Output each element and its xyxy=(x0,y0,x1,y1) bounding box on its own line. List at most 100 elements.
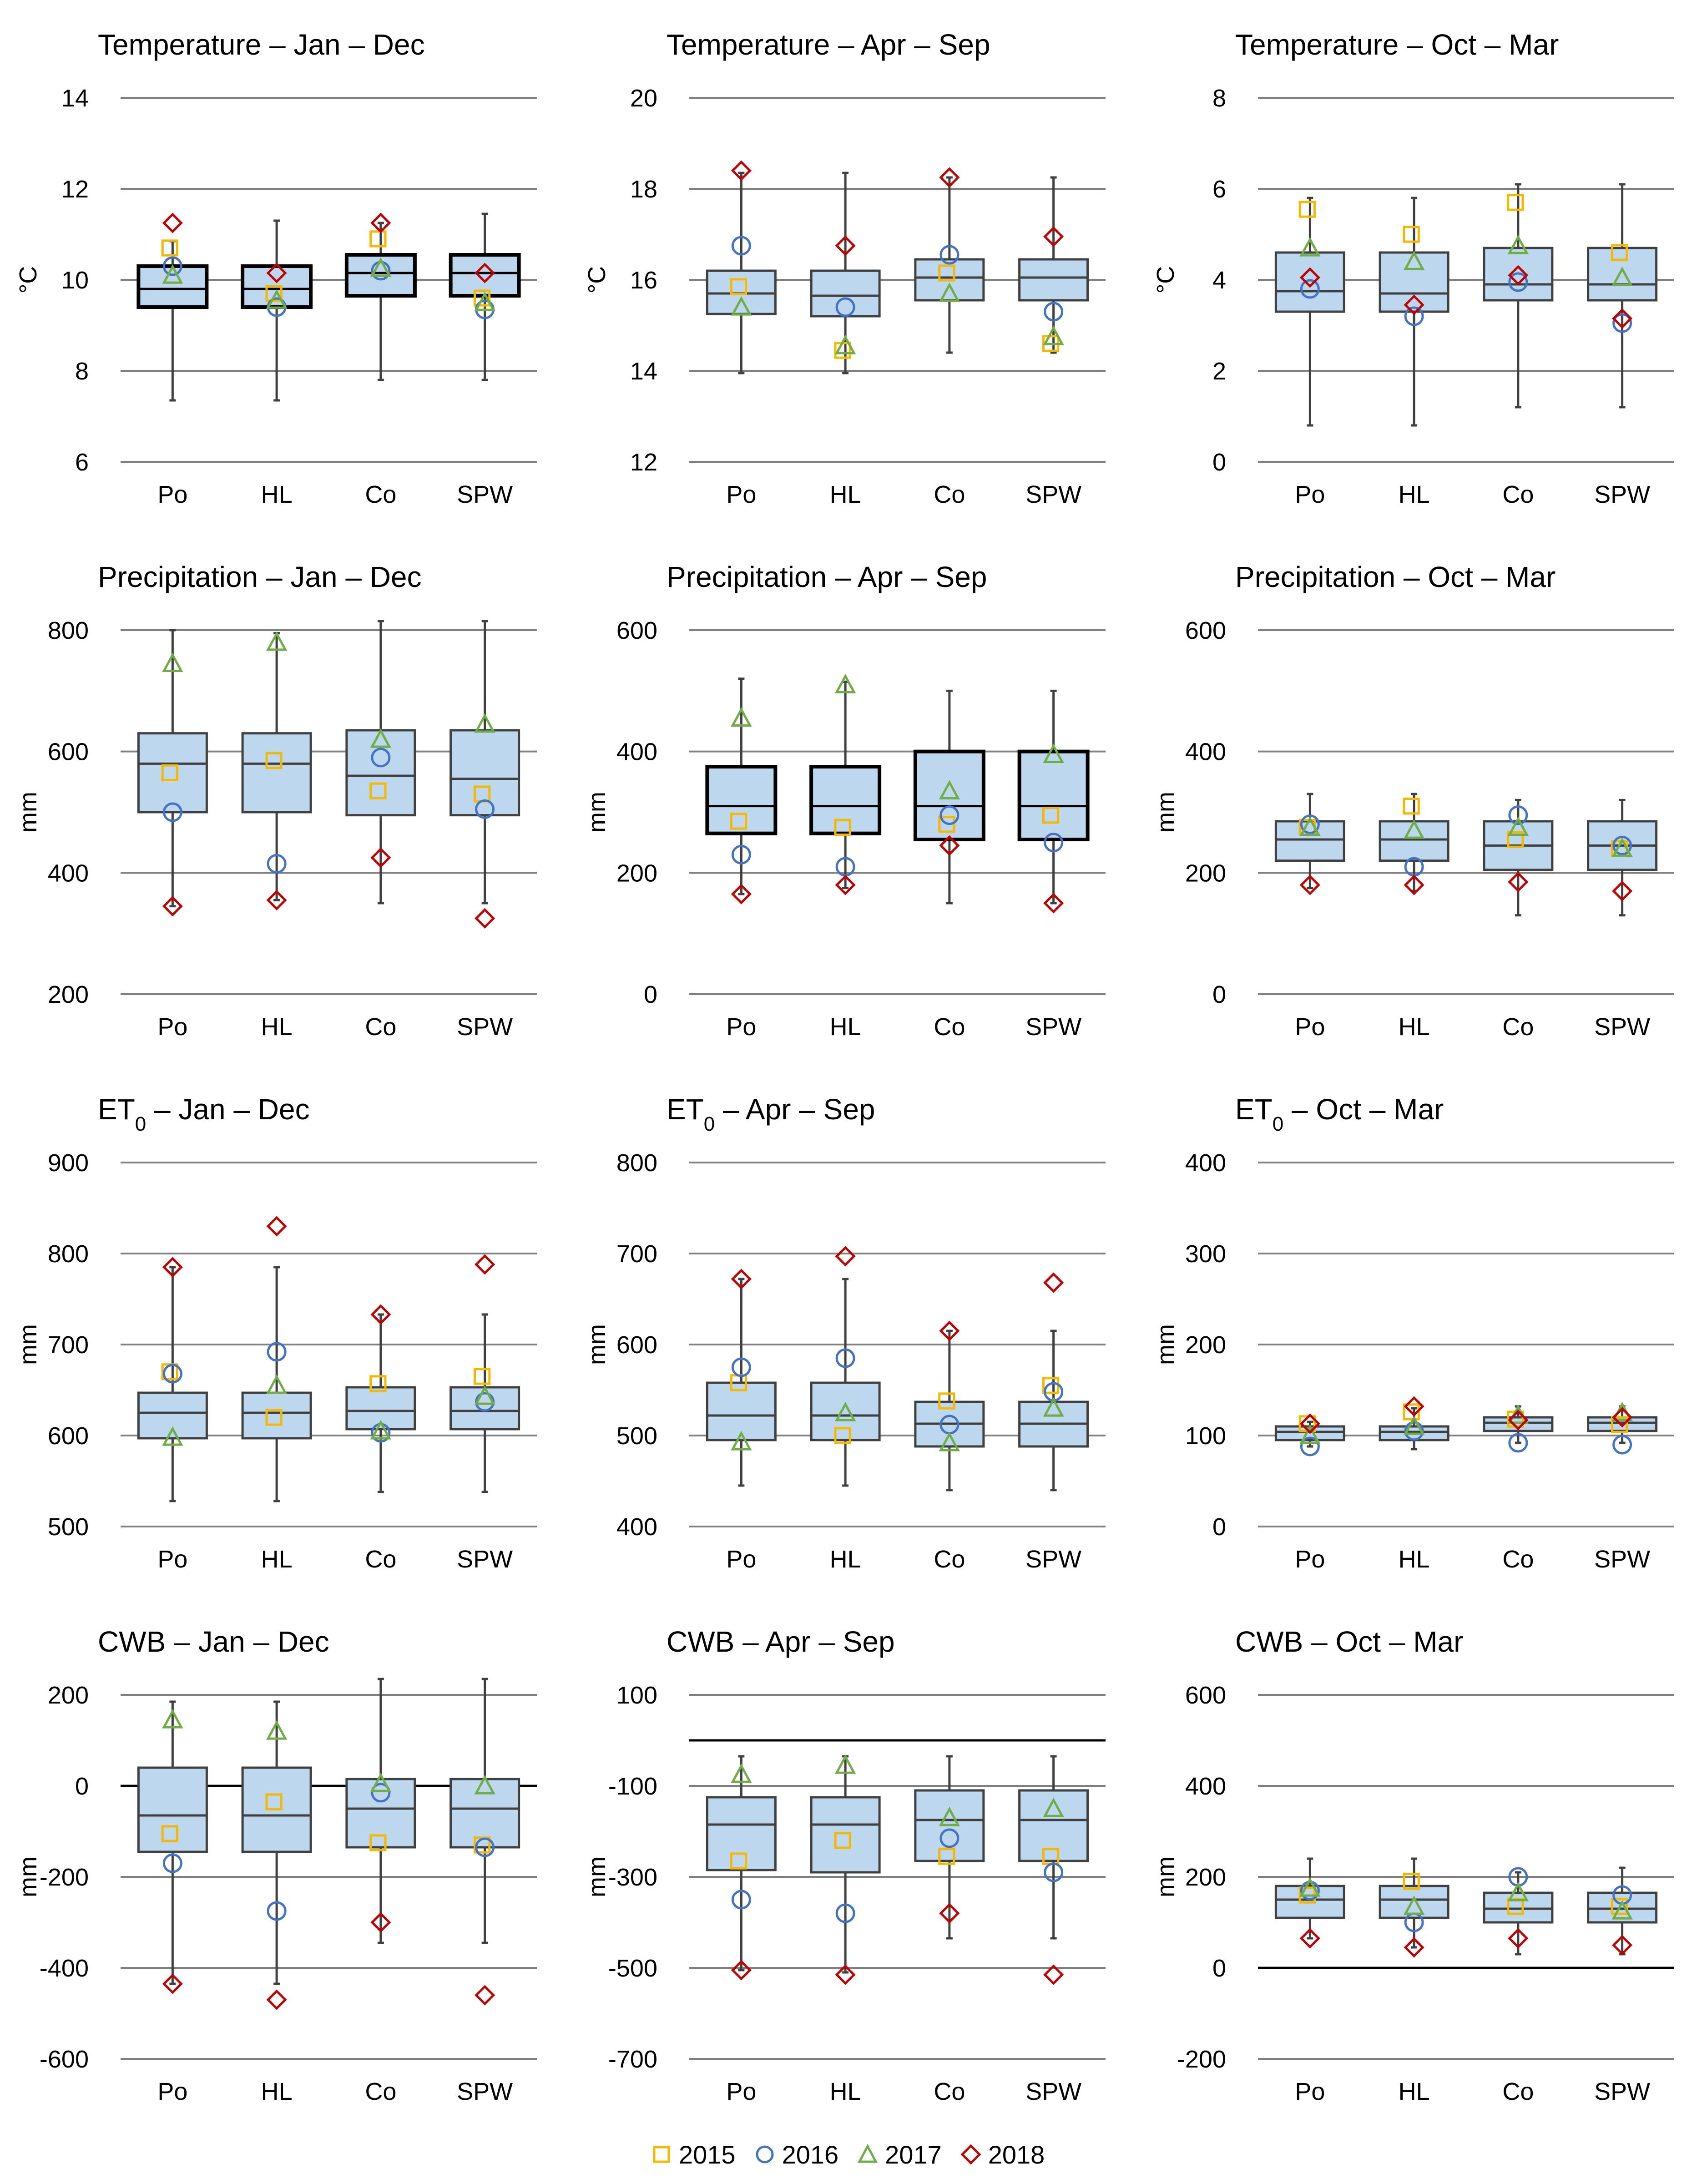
title-subscript: 0 xyxy=(704,1113,715,1135)
marker-2017 xyxy=(1611,266,1633,286)
marker-2018 xyxy=(1299,1928,1320,1949)
marker-2016 xyxy=(371,1783,391,1803)
chart-title: Precipitation – Apr – Sep xyxy=(667,561,987,593)
box xyxy=(137,1766,208,1853)
marker-2016 xyxy=(1612,1435,1632,1455)
y-tick-label: 600 xyxy=(48,1422,89,1450)
marker-2017 xyxy=(834,334,856,354)
box xyxy=(449,1778,520,1849)
marker-2015 xyxy=(730,1852,747,1870)
marker-2015 xyxy=(1611,244,1628,261)
box xyxy=(1379,820,1449,862)
marker-2016 xyxy=(475,799,495,819)
marker-2015 xyxy=(1611,1898,1628,1915)
x-category-label: Co xyxy=(1502,481,1534,508)
panel-cwb-oct-mar: CWB – Oct – Mar -200 0 200 400 600 mm Po HL Co SPW xyxy=(1137,1597,1706,2129)
legend-item-2015: 2015 xyxy=(651,2140,736,2169)
legend-label: 2017 xyxy=(885,2140,942,2169)
marker-2018 xyxy=(731,1269,752,1289)
box xyxy=(809,765,882,835)
y-tick-label: 0 xyxy=(644,981,657,1008)
marker-2018 xyxy=(162,212,183,233)
marker-2015 xyxy=(265,1793,283,1810)
x-category-label: Po xyxy=(157,1546,187,1573)
y-tick-label: 800 xyxy=(48,617,89,644)
marker-2015 xyxy=(473,1836,491,1854)
y-tick-label: 0 xyxy=(75,1773,89,1800)
y-tick-label: -600 xyxy=(40,2046,89,2073)
y-tick-label: 20 xyxy=(630,85,657,112)
marker-2017 xyxy=(162,264,183,284)
box xyxy=(705,765,778,835)
marker-2017 xyxy=(939,1431,960,1451)
marker-2017 xyxy=(1043,743,1064,763)
y-tick-label: 400 xyxy=(616,1513,657,1541)
box xyxy=(1274,251,1345,313)
y-axis-label: °C xyxy=(1152,266,1179,294)
y-axis-label: °C xyxy=(583,266,611,294)
marker-2015 xyxy=(265,285,283,302)
marker-2016 xyxy=(731,844,751,864)
x-category-label: Po xyxy=(1295,1546,1325,1573)
title-rest: – Jan – Dec xyxy=(146,1093,309,1126)
panel-precipitation-jan-dec: Precipitation – Jan – Dec 200 400 600 800 mm P… xyxy=(0,532,569,1065)
chart-svg: Temperature – Oct – Mar 0 2 4 6 8 °C Po HL Co SPW xyxy=(1152,28,1674,508)
title-main: ET xyxy=(98,1093,135,1126)
marker-2015 xyxy=(161,764,179,781)
marker-2015 xyxy=(1507,194,1524,211)
chart-title: ET0 – Apr – Sep xyxy=(667,1093,875,1135)
marker-2017 xyxy=(731,1763,752,1783)
box xyxy=(810,1381,881,1441)
marker-2016 xyxy=(835,1903,855,1923)
marker-2015 xyxy=(1042,807,1060,824)
y-tick-label: 18 xyxy=(630,176,657,203)
y-tick-label: -200 xyxy=(1177,2046,1226,2073)
marker-2015 xyxy=(1403,226,1420,243)
marker-2016 xyxy=(731,236,751,256)
x-category-label: Co xyxy=(934,1013,965,1041)
box xyxy=(137,732,208,814)
marker-2016 xyxy=(1404,1421,1424,1441)
y-tick-label: 600 xyxy=(616,617,657,644)
y-tick-label: -400 xyxy=(40,1955,89,1982)
marker-2018 xyxy=(939,835,960,856)
box xyxy=(1379,251,1449,313)
marker-2018 xyxy=(1043,1272,1064,1293)
y-tick-label: 700 xyxy=(616,1240,657,1268)
box xyxy=(345,1778,416,1849)
x-category-label: SPW xyxy=(1025,1546,1081,1573)
marker-2018 xyxy=(835,235,856,256)
panel-et0-apr-sep: ET0 – Apr – Sep 400 500 600 700 800 mm Po HL Co SP… xyxy=(569,1065,1137,1597)
y-tick-label: 12 xyxy=(630,449,657,476)
marker-2017 xyxy=(1403,250,1425,270)
y-tick-label: 6 xyxy=(75,449,89,476)
marker-2017 xyxy=(474,1385,495,1405)
marker-2017 xyxy=(1611,837,1633,857)
marker-2017 xyxy=(939,282,960,302)
panel-precipitation-apr-sep: Precipitation – Apr – Sep 0 200 400 600 mm Po H… xyxy=(569,532,1137,1065)
y-tick-label: -500 xyxy=(608,1955,657,1982)
legend-item-2018: 2018 xyxy=(960,2140,1045,2169)
y-tick-label: 200 xyxy=(1185,1331,1226,1359)
legend: 2015 2016 2017 2018 xyxy=(651,2136,1045,2173)
y-tick-label: 10 xyxy=(61,267,89,294)
y-axis-label: mm xyxy=(583,1324,611,1365)
box xyxy=(449,729,520,817)
y-tick-label: 8 xyxy=(1212,85,1226,112)
y-tick-label: 16 xyxy=(630,267,657,294)
marker-2016 xyxy=(939,1828,960,1848)
marker-2016 xyxy=(1612,313,1632,333)
x-category-label: SPW xyxy=(1025,481,1081,508)
marker-2016 xyxy=(731,1890,751,1910)
panel-cwb-apr-sep: CWB – Apr – Sep -700 -500 -300 -100 100 mm Po HL… xyxy=(569,1597,1137,2129)
x-category-label: SPW xyxy=(1594,1013,1650,1041)
marker-2016 xyxy=(162,1364,182,1384)
chart-svg: CWB – Oct – Mar -200 0 200 400 600 mm Po HL Co SPW xyxy=(1152,1625,1674,2105)
marker-2018 xyxy=(939,1903,960,1924)
box xyxy=(1018,258,1089,302)
panel-et0-jan-dec: ET0 – Jan – Dec 500 600 700 800 900 mm Po HL Co SP… xyxy=(0,1065,569,1597)
x-category-label: Co xyxy=(365,481,396,508)
marker-2018 xyxy=(162,1973,183,1994)
